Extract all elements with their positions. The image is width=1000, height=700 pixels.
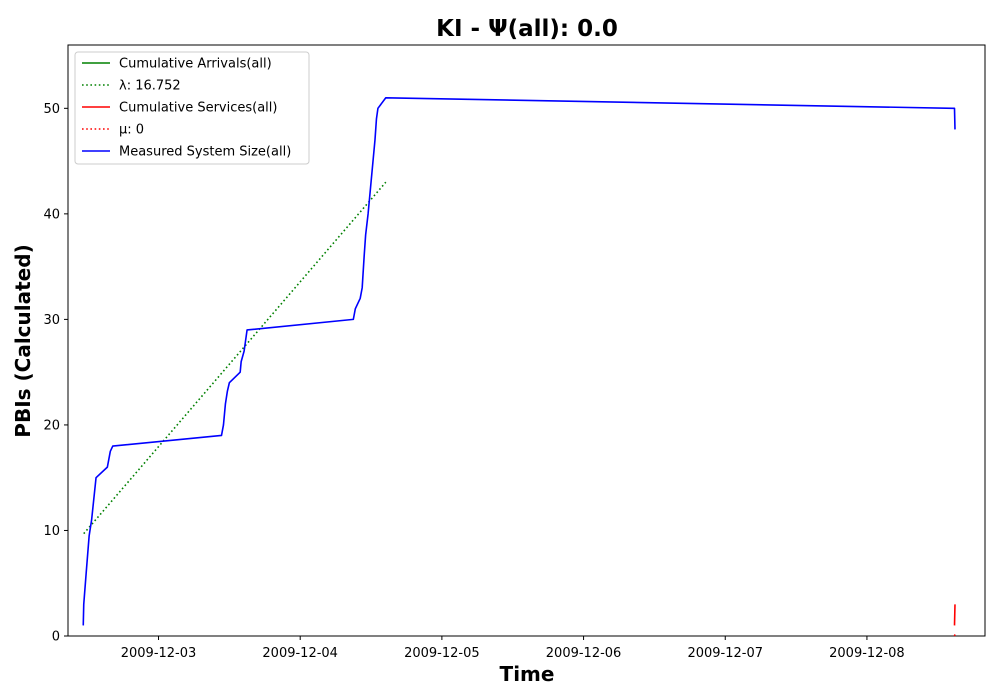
- legend-label-4: Measured System Size(all): [119, 145, 291, 160]
- legend-frame: [74, 51, 310, 165]
- legend: Cumulative Arrivals(all) λ: 16.752 Cumulat…: [74, 51, 310, 165]
- y-tick-label: 20: [43, 418, 60, 433]
- legend-label-0: Cumulative Arrivals(all): [119, 57, 272, 72]
- y-axis-ticks: 0 10 20 30 40 50: [43, 102, 68, 645]
- series-line-1: [83, 181, 387, 535]
- chart-title: KI - Ψ(all): 0.0: [436, 16, 618, 42]
- legend-label-2: Cumulative Services(all): [119, 101, 277, 116]
- x-tick-label: 2009-12-08: [829, 646, 905, 661]
- legend-label-1: λ: 16.752: [119, 79, 181, 94]
- y-tick-label: 10: [43, 524, 60, 539]
- x-tick-label: 2009-12-06: [546, 646, 622, 661]
- plot-area-frame: [67, 44, 986, 637]
- y-tick-label: 30: [43, 313, 60, 328]
- series-layer: [82, 96, 956, 637]
- x-tick-label: 2009-12-04: [262, 646, 338, 661]
- x-tick-label: 2009-12-07: [687, 646, 763, 661]
- y-tick-label: 50: [43, 102, 60, 117]
- y-axis-title: PBIs (Calculated): [11, 244, 35, 437]
- series-line-4: [82, 96, 956, 626]
- y-tick-label: 40: [43, 207, 60, 222]
- legend-entries: Cumulative Arrivals(all) λ: 16.752 Cumulat…: [82, 57, 291, 160]
- x-axis-ticks: 2009-12-03 2009-12-04 2009-12-05 2009-12-06…: [121, 636, 905, 661]
- x-tick-label: 2009-12-03: [121, 646, 197, 661]
- x-tick-label: 2009-12-05: [404, 646, 480, 661]
- y-tick-label: 0: [52, 630, 60, 645]
- x-axis-title: Time: [500, 662, 555, 686]
- legend-label-3: μ: 0: [119, 123, 144, 138]
